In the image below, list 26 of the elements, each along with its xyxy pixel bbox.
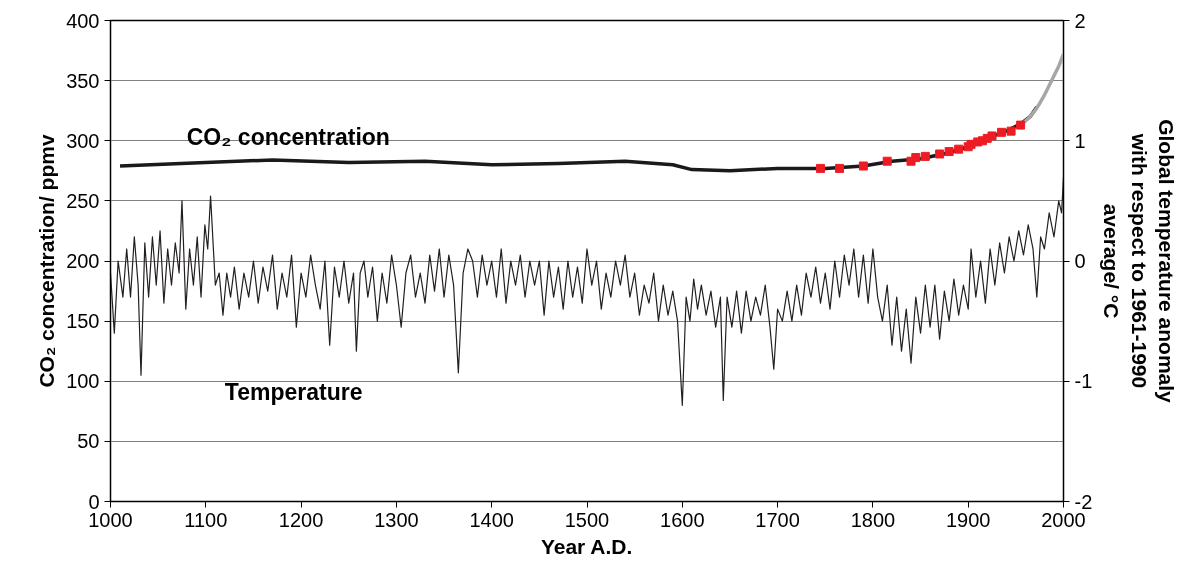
x-tick-label: 1900	[945, 508, 991, 531]
x-tick-label: 1200	[278, 508, 324, 531]
y2-axis-title: Global temperature anomaly with respect to 1961-1990 average/ °C	[1100, 119, 1179, 404]
x-tick-label: 1800	[850, 508, 896, 531]
x-tick-label: 1500	[564, 508, 610, 531]
series-label: CO₂ concentration	[186, 124, 390, 151]
x-tick-label: 1400	[469, 508, 514, 531]
y2-tick-label: -1	[1074, 370, 1093, 393]
y-tick-label: 350	[66, 69, 100, 92]
y2-tick-label: 2	[1074, 9, 1086, 32]
y-axis-title: CO₂ concentration/ ppmv	[35, 134, 59, 388]
x-axis-title: Year A.D.	[540, 534, 633, 558]
x-tick-label: 1700	[755, 508, 800, 531]
y-tick-label: 50	[77, 430, 100, 453]
x-tick-label: 1600	[660, 508, 705, 531]
y-tick-label: 150	[66, 310, 100, 333]
y2-tick-label: 1	[1074, 129, 1086, 152]
y2-tick-label: 0	[1074, 250, 1086, 272]
y-tick-label: 250	[66, 189, 100, 212]
y-tick-label: 200	[66, 250, 100, 272]
x-tick-label: 1100	[184, 508, 228, 531]
series-label: Temperature	[224, 379, 363, 406]
y-tick-label: 100	[66, 370, 100, 393]
x-tick-label: 1300	[374, 508, 419, 531]
y-tick-label: 300	[66, 129, 100, 152]
y-tick-label: 400	[66, 9, 100, 32]
